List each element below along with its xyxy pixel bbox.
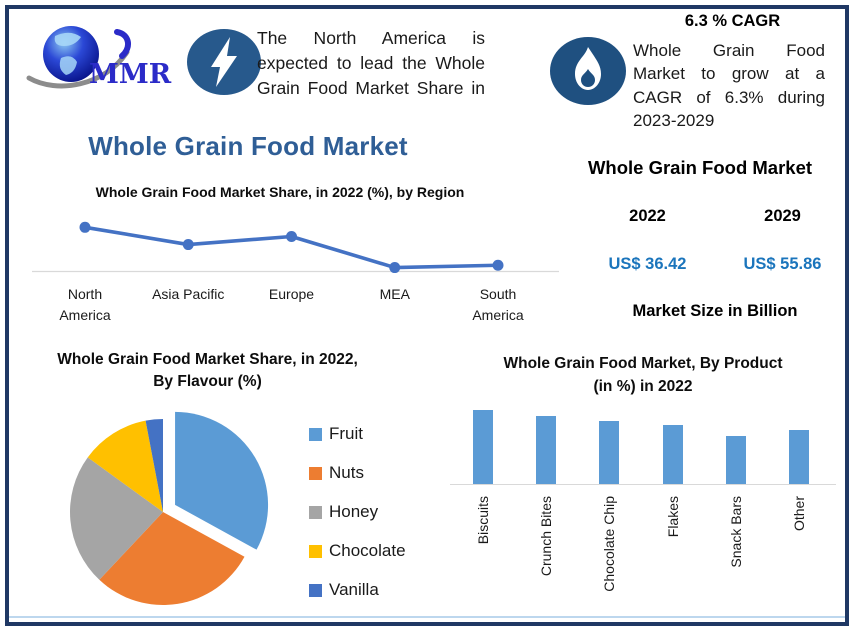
bar-label: Flakes: [664, 496, 681, 538]
bar-label: Crunch Bites: [538, 496, 555, 577]
legend-swatch: [309, 466, 322, 480]
product-bar-chart: [445, 399, 840, 485]
flame-icon: [550, 37, 626, 105]
pie-slice-honey: [70, 457, 163, 580]
pie-slice-vanilla: [145, 419, 163, 512]
flavour-chart-title: Whole Grain Food Market Share, in 2022, …: [57, 351, 358, 391]
legend-item-honey: Honey: [309, 502, 406, 522]
lead-highlight-text: The North America is expected to lead th…: [257, 28, 485, 98]
cagr-heading: 6.3 % CAGR: [684, 12, 781, 30]
region-axis-labels: North America Asia Pacific Europe MEA South …: [28, 284, 563, 334]
region-chart-title: Whole Grain Food Market Share, in 2022 (…: [95, 184, 465, 200]
logo-text: MMR: [89, 59, 172, 90]
flavour-legend: Fruit Nuts Honey Chocolate Vanilla: [309, 424, 406, 600]
legend-label: Honey: [329, 502, 379, 521]
data-point-marker: [492, 259, 504, 271]
bottom-accent-line: [9, 616, 845, 618]
legend-swatch: [309, 544, 322, 558]
legend-swatch: [309, 427, 322, 441]
data-point-marker: [182, 239, 194, 251]
market-size-years: 2022 2029: [580, 207, 850, 226]
lightning-icon: [187, 29, 261, 95]
bar-other: [789, 430, 809, 484]
year-2029: 2029: [764, 207, 801, 225]
legend-item-fruit: Fruit: [309, 424, 406, 444]
bar-label: Chocolate Chip: [601, 496, 618, 592]
bar-chocolate-chip: [599, 421, 620, 484]
flavour-pie-chart: [70, 411, 269, 605]
cagr-highlight-text: Whole Grain Food Market to grow at a CAG…: [633, 41, 825, 130]
pie-slice-nuts: [99, 512, 245, 605]
product-chart-title: Whole Grain Food Market, By Product (in …: [503, 355, 783, 396]
value-2029: US$ 55.86: [743, 255, 822, 273]
border-frame: [5, 5, 849, 626]
region-line-chart: [32, 221, 559, 274]
product-axis-labels: Biscuits Crunch Bites Chocolate Chip Flakes…: [445, 496, 840, 621]
bar-biscuits: [473, 410, 493, 484]
data-point-marker: [79, 221, 91, 233]
legend-item-vanilla: Vanilla: [309, 580, 406, 600]
region-label: North America: [59, 286, 111, 323]
legend-item-chocolate: Chocolate: [309, 541, 406, 561]
bar-label: Other: [791, 496, 807, 532]
swoosh-blue: [114, 29, 131, 59]
legend-label: Vanilla: [329, 580, 379, 599]
legend-label: Chocolate: [329, 541, 406, 560]
market-size-values: US$ 36.42 US$ 55.86: [580, 255, 850, 274]
legend-label: Nuts: [329, 463, 364, 482]
swoosh-gray: [26, 49, 130, 89]
data-point-marker: [389, 262, 401, 274]
bar-crunch-bites: [536, 415, 557, 484]
pie-slice-fruit: [175, 411, 269, 550]
bar-axis-line: [450, 484, 836, 485]
mmr-logo: MMR: [26, 26, 172, 90]
bar-label: Biscuits: [475, 496, 491, 545]
year-2022: 2022: [629, 207, 666, 225]
page-title: Whole Grain Food Market: [88, 131, 408, 161]
region-label: Europe: [268, 286, 315, 302]
market-size-caption: Market Size in Billion: [632, 302, 798, 320]
pie-slice-chocolate: [87, 420, 163, 512]
legend-swatch: [309, 505, 322, 519]
bar-flakes: [662, 424, 683, 484]
data-point-marker: [286, 231, 297, 242]
region-label: South America: [472, 286, 524, 323]
legend-label: Fruit: [329, 424, 363, 443]
legend-item-nuts: Nuts: [309, 463, 406, 483]
value-2022: US$ 36.42: [608, 255, 687, 273]
bar-snack-bars: [725, 435, 746, 484]
bar-label: Snack Bars: [727, 496, 744, 568]
region-label: MEA: [379, 286, 410, 302]
globe-icon: [26, 26, 131, 89]
legend-swatch: [309, 583, 322, 597]
market-size-title: Whole Grain Food Market: [587, 157, 813, 178]
region-label: Asia Pacific: [152, 286, 225, 302]
